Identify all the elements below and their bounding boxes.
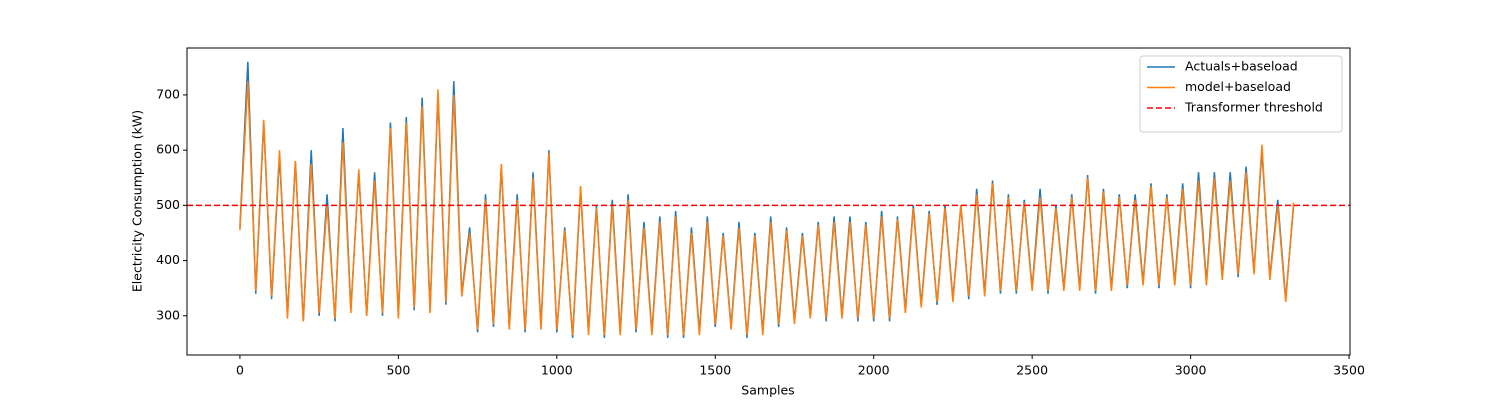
x-tick-label: 1500 (699, 363, 731, 378)
x-tick-label: 0 (236, 363, 244, 378)
x-axis-label: Samples (741, 383, 794, 398)
y-tick-label: 500 (156, 197, 180, 212)
y-tick-label: 600 (156, 142, 180, 157)
series-line (239, 81, 1295, 336)
x-tick-label: 2000 (858, 363, 890, 378)
y-tick-label: 300 (156, 307, 180, 322)
legend-label: Transformer threshold (1184, 100, 1323, 115)
x-tick-label: 3500 (1333, 363, 1365, 378)
legend-box (1139, 55, 1343, 133)
legend-label: Actuals+baseload (1185, 59, 1298, 74)
x-tick-label: 1000 (541, 363, 573, 378)
y-axis-label: Electricity Consumption (kW) (130, 110, 145, 292)
x-tick-label: 2500 (1016, 363, 1048, 378)
plot-frame (186, 47, 1351, 356)
x-tick-label: 500 (386, 363, 410, 378)
y-tick-label: 400 (156, 252, 180, 267)
legend-label: model+baseload (1185, 79, 1291, 94)
y-tick-label: 700 (156, 86, 180, 101)
x-tick-label: 3000 (1175, 363, 1207, 378)
